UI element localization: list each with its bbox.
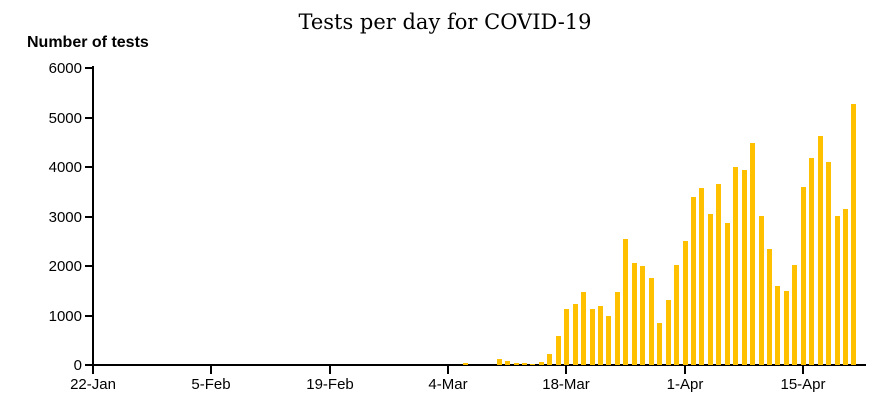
y-axis-title: Number of tests <box>27 34 149 51</box>
bar-28-Mar <box>649 278 654 365</box>
y-tick-label: 2000 <box>48 258 82 275</box>
x-tick-label: 4-Mar <box>428 376 468 393</box>
y-tick-label: 3000 <box>48 209 82 226</box>
y-tick-mark <box>85 117 93 119</box>
bar-25-Mar <box>623 239 628 365</box>
chart-title: Tests per day for COVID-19 <box>298 10 592 34</box>
y-tick-mark <box>85 216 93 218</box>
x-tick-label: 15-Apr <box>780 376 826 393</box>
bar-18-Apr <box>826 162 831 365</box>
bar-22-Mar <box>598 306 603 365</box>
bar-17-Apr <box>818 136 823 365</box>
bar-26-Mar <box>632 263 637 365</box>
bar-13-Apr <box>784 291 789 365</box>
bar-6-Apr <box>725 223 730 365</box>
x-tick-mark <box>565 366 567 374</box>
y-tick-mark <box>85 67 93 69</box>
bar-14-Apr <box>792 265 797 365</box>
bar-14-Mar <box>530 364 535 365</box>
bar-18-Mar <box>564 309 569 365</box>
bar-12-Apr <box>775 286 780 365</box>
bar-7-Apr <box>733 167 738 365</box>
x-tick-mark <box>210 366 212 374</box>
bar-16-Apr <box>809 158 814 365</box>
bar-19-Apr <box>835 216 840 365</box>
x-tick-label: 18-Mar <box>542 376 590 393</box>
bar-20-Apr <box>843 209 848 365</box>
bar-3-Apr <box>699 188 704 365</box>
y-tick-mark <box>85 265 93 267</box>
bar-15-Apr <box>801 187 806 365</box>
bar-16-Mar <box>547 354 552 365</box>
bar-12-Mar <box>514 363 519 365</box>
bar-4-Apr <box>708 214 713 365</box>
x-tick-mark <box>802 366 804 374</box>
x-tick-label: 1-Apr <box>666 376 704 393</box>
bar-21-Mar <box>590 309 595 365</box>
y-tick-mark <box>85 166 93 168</box>
bar-20-Mar <box>581 292 586 365</box>
bar-1-Apr <box>683 241 688 365</box>
x-tick-mark <box>684 366 686 374</box>
y-tick-label: 4000 <box>48 159 82 176</box>
y-tick-mark <box>85 315 93 317</box>
bar-17-Mar <box>556 336 561 365</box>
y-tick-label: 0 <box>73 357 82 374</box>
bar-11-Apr <box>767 249 772 365</box>
bar-11-Mar <box>505 361 510 365</box>
y-tick-mark <box>85 364 93 366</box>
bar-31-Mar <box>674 265 679 365</box>
bar-6-Mar <box>463 363 468 365</box>
bar-29-Mar <box>657 323 662 365</box>
x-tick-mark <box>447 366 449 374</box>
bar-27-Mar <box>640 266 645 365</box>
y-tick-label: 6000 <box>48 60 82 77</box>
y-tick-label: 1000 <box>48 308 82 325</box>
x-tick-label: 5-Feb <box>191 376 231 393</box>
x-tick-mark <box>92 366 94 374</box>
bar-10-Mar <box>497 359 502 365</box>
bar-2-Apr <box>691 197 696 365</box>
x-tick-label: 19-Feb <box>306 376 354 393</box>
bar-10-Apr <box>759 216 764 365</box>
x-axis-line <box>92 364 866 366</box>
y-axis-line <box>92 66 94 366</box>
bar-23-Mar <box>606 316 611 365</box>
bar-9-Apr <box>750 143 755 365</box>
bar-21-Apr <box>851 104 856 365</box>
bar-5-Apr <box>716 184 721 365</box>
bar-15-Mar <box>539 362 544 365</box>
x-tick-label: 22-Jan <box>70 376 116 393</box>
y-tick-label: 5000 <box>48 110 82 127</box>
bar-19-Mar <box>573 304 578 365</box>
bar-13-Mar <box>522 363 527 365</box>
bar-30-Mar <box>666 300 671 365</box>
x-tick-mark <box>329 366 331 374</box>
bar-24-Mar <box>615 292 620 365</box>
bar-8-Apr <box>742 170 747 365</box>
